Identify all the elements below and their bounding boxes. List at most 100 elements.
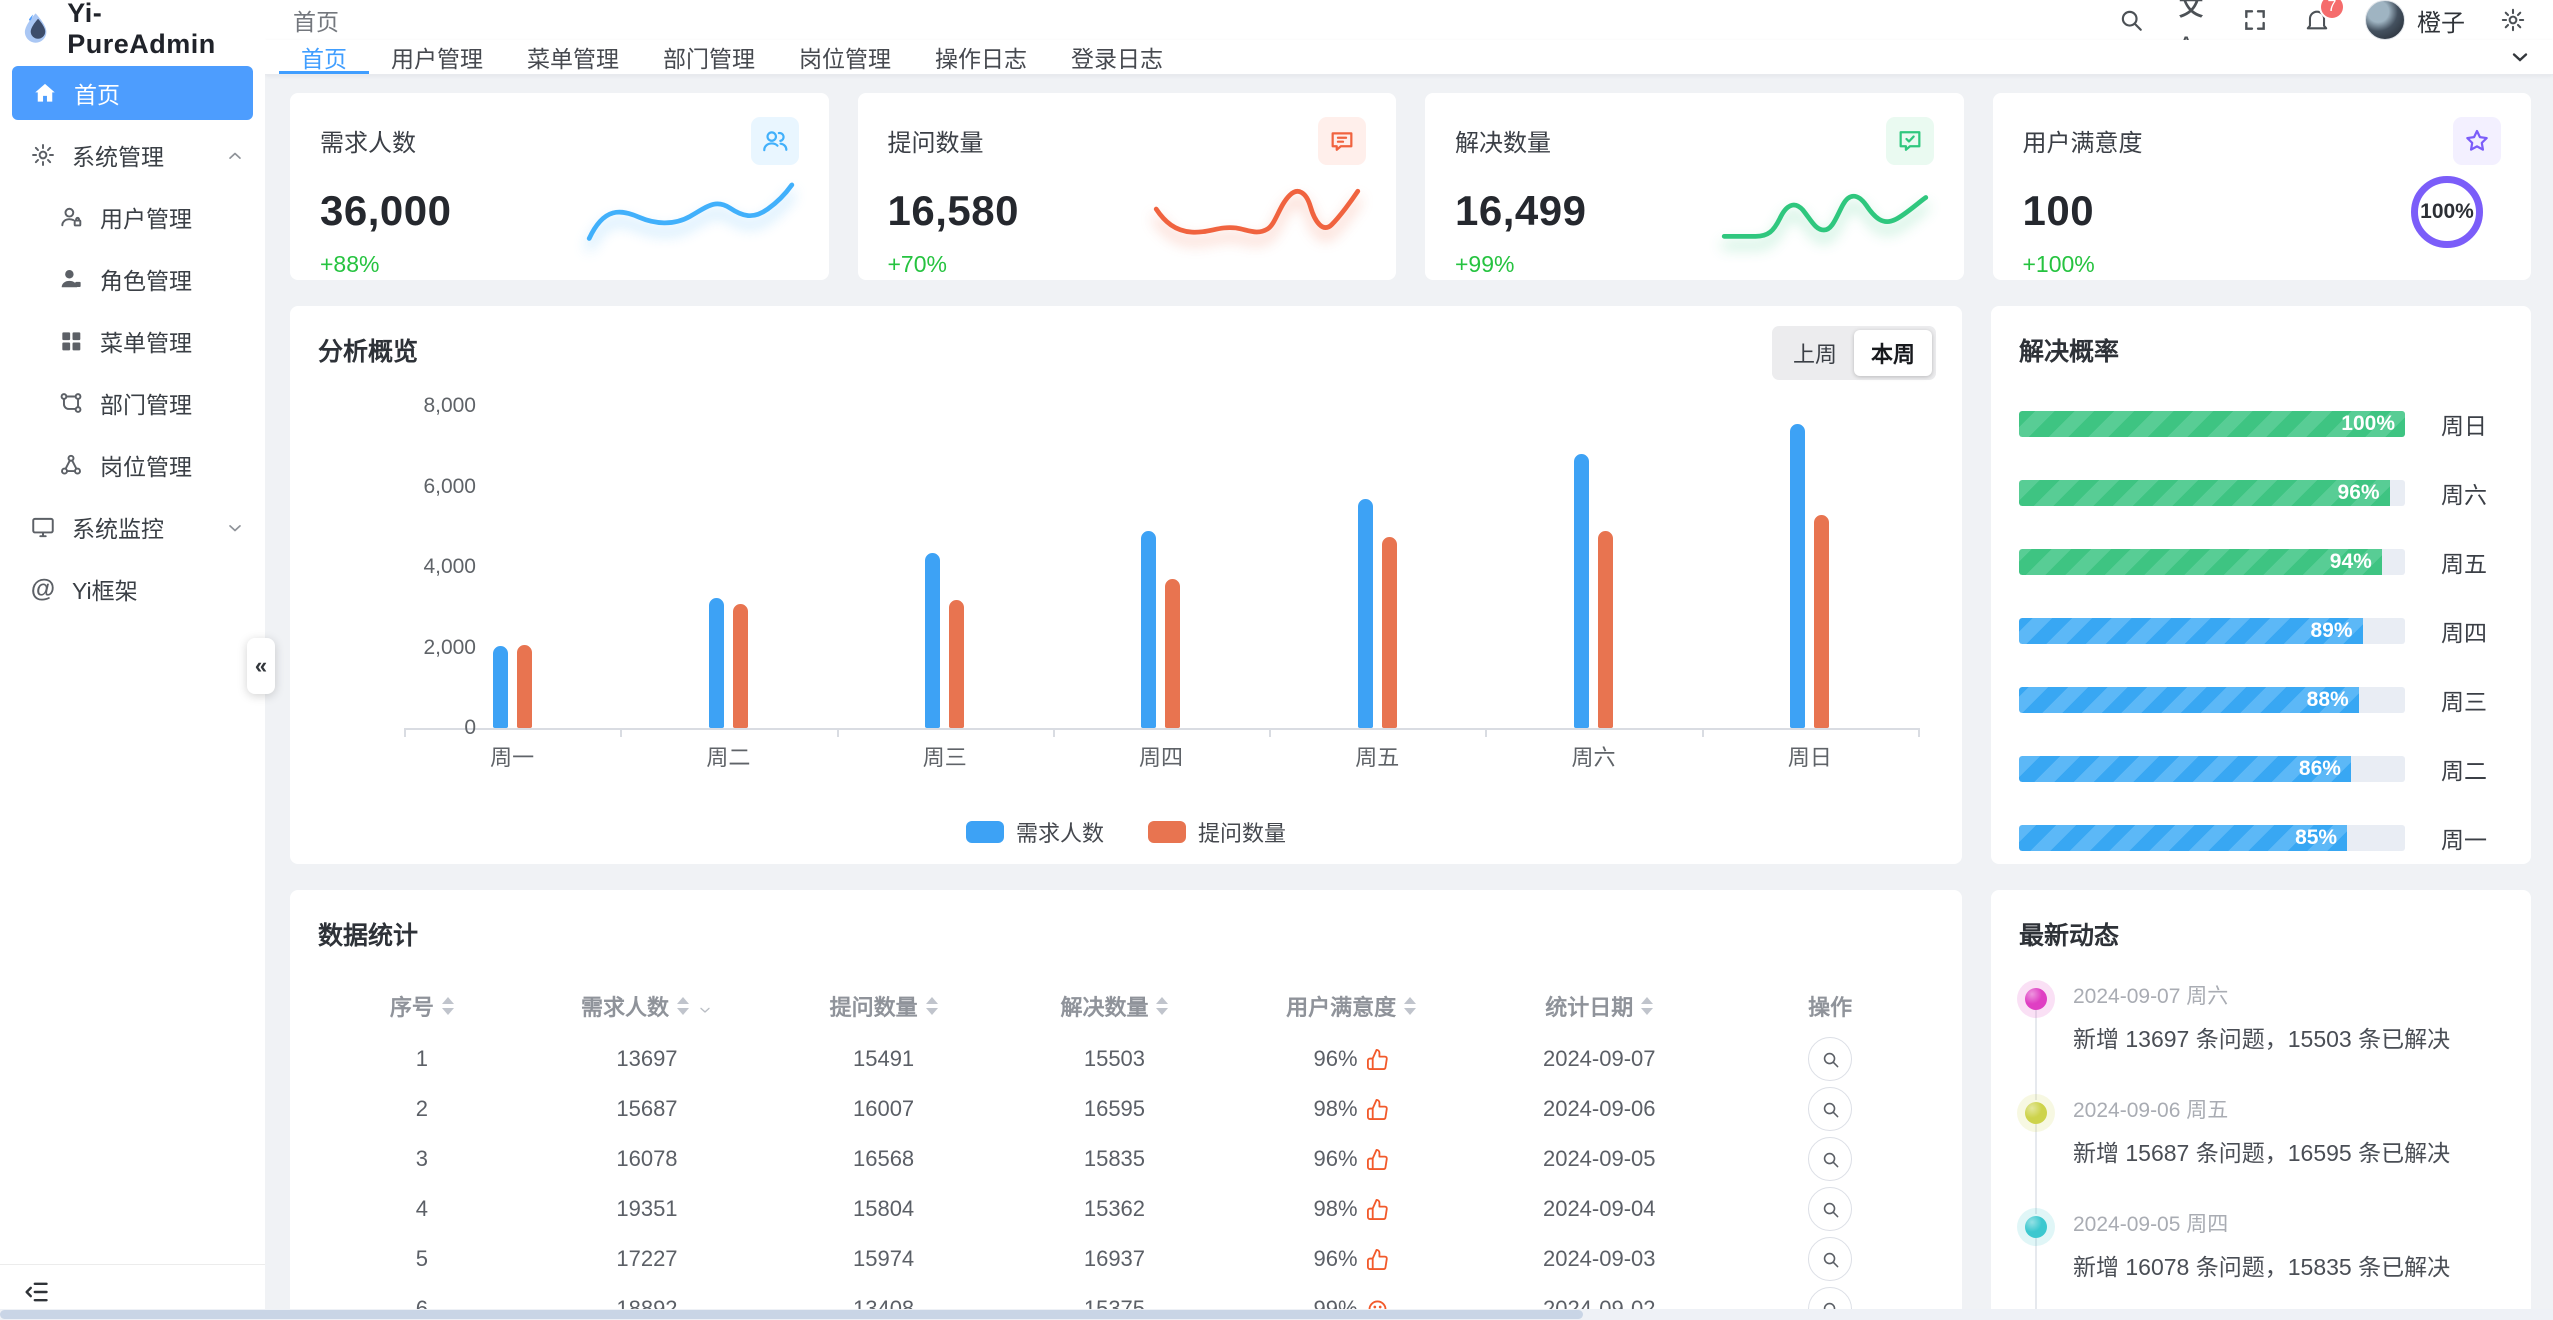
progress-track: 85% bbox=[2019, 825, 2405, 851]
x-axis-label: 周六 bbox=[1571, 745, 1616, 770]
stats-table-panel: 数据统计 序号 需求人数 提问数量 解决数量 用户满意度 统计日期 操作 1 13697 154… bbox=[290, 890, 1962, 1320]
sort-caret-icon[interactable] bbox=[925, 997, 938, 1015]
row-inspect-button[interactable] bbox=[1808, 1087, 1853, 1131]
tab-首页[interactable]: 首页 bbox=[279, 40, 369, 74]
sidebar-item-角色管理[interactable]: 角色管理 bbox=[0, 248, 265, 310]
sort-caret-icon[interactable] bbox=[1404, 997, 1417, 1015]
row-inspect-button[interactable] bbox=[1808, 1137, 1853, 1181]
legend-需求人数[interactable]: 需求人数 bbox=[965, 816, 1104, 848]
progress-track: 96% bbox=[2019, 480, 2405, 506]
progress-fill: 86% bbox=[2019, 756, 2351, 782]
sidebar-item-首页[interactable]: 首页 bbox=[12, 66, 253, 120]
notification-bell-icon[interactable]: 7 bbox=[2303, 0, 2345, 34]
analysis-title: 分析概览 bbox=[318, 338, 419, 366]
column-header-用户满意度[interactable]: 用户满意度 bbox=[1230, 990, 1472, 1022]
tabs-chevron-down-icon[interactable] bbox=[2503, 40, 2537, 74]
column-header-需求人数[interactable]: 需求人数 bbox=[526, 990, 768, 1022]
app-logo-drop-icon bbox=[24, 13, 47, 43]
bar-group-周一: 周一 bbox=[404, 406, 620, 770]
row-inspect-button[interactable] bbox=[1808, 1187, 1853, 1231]
filter-chevron-down-icon[interactable] bbox=[697, 998, 713, 1014]
bar-需求人数 bbox=[1357, 498, 1373, 728]
timeline-date: 2024-09-05 周四 bbox=[2073, 1213, 2229, 1236]
legend-提问数量[interactable]: 提问数量 bbox=[1148, 816, 1286, 848]
thumb-up-icon bbox=[1366, 1198, 1389, 1221]
tab-操作日志[interactable]: 操作日志 bbox=[935, 46, 1027, 72]
sidebar-item-系统管理[interactable]: 系统管理 bbox=[0, 124, 265, 186]
sidebar-item-label: 角色管理 bbox=[100, 268, 192, 294]
bar-提问数量 bbox=[516, 645, 532, 728]
satisfaction-cell: 98% bbox=[1230, 1096, 1472, 1122]
sort-caret-icon[interactable] bbox=[441, 997, 454, 1015]
bar-groups: 周一 周二 周三 周四 周五 周六 周日 bbox=[404, 406, 1918, 770]
column-header-提问数量[interactable]: 提问数量 bbox=[768, 990, 999, 1022]
index-cell: 2 bbox=[415, 1096, 428, 1121]
sort-caret-icon[interactable] bbox=[1156, 997, 1169, 1015]
satisfaction-ring: 100% bbox=[2411, 176, 2483, 248]
column-header-label: 操作 bbox=[1808, 995, 1853, 1020]
user-menu[interactable]: 橙子 bbox=[2365, 0, 2465, 40]
logo-row[interactable]: Yi-PureAdmin bbox=[0, 0, 265, 59]
y-axis-tick: 8,000 bbox=[423, 394, 476, 417]
translate-icon[interactable]: 文A bbox=[2179, 0, 2203, 52]
progress-label: 周四 bbox=[2441, 620, 2487, 646]
bar-提问数量 bbox=[1165, 578, 1181, 728]
topbar: 首页 文A 7 橙子 bbox=[265, 0, 2553, 52]
tab-部门管理[interactable]: 部门管理 bbox=[663, 46, 755, 72]
menu-fold-icon[interactable] bbox=[22, 1278, 52, 1308]
column-header-label: 序号 bbox=[389, 995, 434, 1020]
toggle-本周[interactable]: 本周 bbox=[1853, 330, 1932, 376]
date-cell: 2024-09-04 bbox=[1542, 1196, 1656, 1221]
satisfaction-cell: 96% bbox=[1230, 1146, 1472, 1172]
sidebar-item-用户管理[interactable]: 用户管理 bbox=[0, 186, 265, 248]
tab-菜单管理[interactable]: 菜单管理 bbox=[527, 46, 619, 72]
sort-caret-icon[interactable] bbox=[1641, 997, 1654, 1015]
tab-登录日志[interactable]: 登录日志 bbox=[1071, 46, 1163, 72]
sidebar-item-岗位管理[interactable]: 岗位管理 bbox=[0, 434, 265, 496]
post-icon bbox=[58, 452, 84, 478]
column-header-统计日期[interactable]: 统计日期 bbox=[1472, 990, 1726, 1022]
toggle-上周[interactable]: 上周 bbox=[1792, 342, 1837, 367]
column-header-解决数量[interactable]: 解决数量 bbox=[999, 990, 1230, 1022]
column-header-序号[interactable]: 序号 bbox=[318, 990, 526, 1022]
sidebar: Yi-PureAdmin 首页 系统管理 用户管理角色管理菜单管理 部门管理 岗位管理系… bbox=[0, 0, 275, 1320]
activity-timeline: 2024-09-07 周六 新增 13697 条问题，15503 条已解决 2024… bbox=[2025, 980, 2503, 1320]
sidebar-item-部门管理[interactable]: 部门管理 bbox=[0, 372, 265, 434]
x-axis-tick bbox=[1485, 728, 1488, 737]
search-icon[interactable] bbox=[2117, 6, 2145, 34]
timeline-dot bbox=[2025, 1102, 2047, 1124]
column-header-操作: 操作 bbox=[1726, 990, 1934, 1022]
menu-grid-icon bbox=[58, 328, 84, 354]
bar-group-周四: 周四 bbox=[1053, 406, 1269, 770]
tab-岗位管理[interactable]: 岗位管理 bbox=[799, 46, 891, 72]
solve-rate-title: 解决概率 bbox=[2019, 338, 2120, 366]
bar-提问数量 bbox=[1598, 531, 1614, 728]
thumb-up-icon bbox=[1366, 1048, 1389, 1071]
stat-card-title: 需求人数 bbox=[320, 130, 416, 157]
sidebar-item-Yi框架[interactable]: @ Yi框架 bbox=[0, 558, 265, 620]
sort-caret-icon[interactable] bbox=[676, 997, 689, 1015]
stat-card-delta: +70% bbox=[887, 251, 947, 277]
bar-需求人数 bbox=[1141, 531, 1157, 728]
avatar[interactable] bbox=[2365, 0, 2405, 40]
legend-label: 需求人数 bbox=[1015, 821, 1104, 846]
progress-value: 96% bbox=[2337, 481, 2380, 504]
index-cell: 4 bbox=[415, 1196, 428, 1221]
timeline-date: 2024-09-07 周六 bbox=[2073, 985, 2229, 1008]
date-cell: 2024-09-06 bbox=[1542, 1096, 1656, 1121]
settings-gear-icon[interactable] bbox=[2499, 6, 2527, 34]
fullscreen-icon[interactable] bbox=[2241, 6, 2269, 34]
sidebar-item-系统监控[interactable]: 系统监控 bbox=[0, 496, 265, 558]
x-axis-label: 周三 bbox=[922, 745, 967, 770]
stat-card-解决数量: 解决数量 16,499 +99% bbox=[1425, 93, 1964, 280]
row-inspect-button[interactable] bbox=[1808, 1237, 1853, 1281]
table-header-row: 序号 需求人数 提问数量 解决数量 用户满意度 统计日期 操作 bbox=[318, 978, 1934, 1034]
sidebar-item-菜单管理[interactable]: 菜单管理 bbox=[0, 310, 265, 372]
row-inspect-button[interactable] bbox=[1808, 1037, 1853, 1081]
horizontal-scrollbar-thumb[interactable] bbox=[0, 1310, 1583, 1319]
horizontal-scrollbar[interactable] bbox=[0, 1309, 2553, 1320]
questions-cell: 16568 bbox=[852, 1146, 915, 1171]
tab-用户管理[interactable]: 用户管理 bbox=[391, 46, 483, 72]
notification-badge: 7 bbox=[2319, 0, 2345, 20]
sidebar-collapse-pill[interactable]: « bbox=[247, 638, 275, 694]
